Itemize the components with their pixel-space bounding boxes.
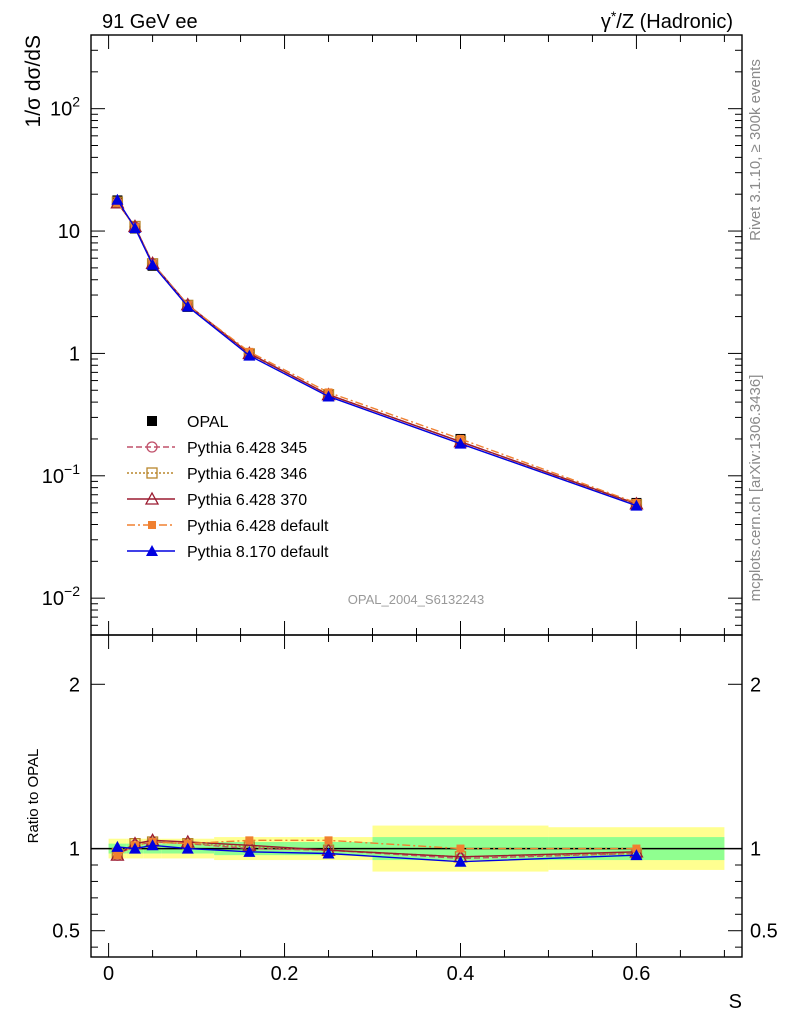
ratio-point	[630, 849, 643, 861]
ratio-y-tick-label: 1	[69, 839, 80, 861]
legend-label: Pythia 6.428 345	[187, 440, 307, 457]
legend-label: Pythia 8.170 default	[187, 544, 329, 561]
legend-marker	[147, 416, 157, 426]
header-left: 91 GeV ee	[102, 11, 198, 33]
ratio-point	[243, 845, 256, 857]
main-y-axis-label: 1/σ dσ/dS	[22, 35, 45, 127]
x-tick-label: 0.4	[447, 963, 475, 985]
data-point	[111, 193, 124, 205]
legend-marker	[146, 467, 158, 479]
main-series	[110, 195, 644, 510]
y-tick-label: 102	[50, 94, 80, 121]
legend-label: Pythia 6.428 346	[187, 466, 307, 483]
ratio-plot: 0.5 0.5 1 1 2 2 0 0.2 0.4 0.6	[52, 634, 778, 985]
legend-marker	[146, 441, 158, 453]
data-point	[128, 221, 141, 233]
legend: OPAL Pythia 6.428 345 Pythia 6.428 346 Pyth…	[127, 414, 329, 561]
x-tick-label: 0.2	[271, 963, 299, 985]
legend-marker	[148, 521, 156, 529]
rivet-label: Rivet 3.1.10, ≥ 300k events	[747, 59, 764, 241]
ratio-frame	[90, 634, 743, 958]
ratio-series	[111, 839, 643, 867]
legend-label: Pythia 6.428 default	[187, 518, 329, 535]
series-line	[116, 201, 637, 506]
ratio-y-tick-label-right: 0.5	[750, 921, 778, 943]
y-tick-label: 1	[69, 343, 80, 365]
ratio-point	[324, 836, 333, 845]
mcplots-label: mcplots.cern.ch [arXiv:1306.3436]	[747, 375, 764, 602]
ratio-point	[113, 851, 122, 860]
main-series	[113, 198, 641, 507]
main-series	[111, 196, 643, 511]
y-tick-label: 10−2	[42, 583, 80, 610]
ratio-point	[322, 847, 335, 859]
ratio-point	[454, 855, 467, 867]
legend-marker	[146, 545, 158, 556]
x-axis-label: S	[729, 991, 742, 1013]
main-plot: 10−2 10−1 1 10 102	[42, 34, 743, 636]
data-point	[454, 437, 467, 449]
series-line	[116, 202, 637, 505]
y-tick-label: 10−1	[42, 461, 80, 488]
legend-label: OPAL	[187, 414, 229, 431]
x-tick-label: 0	[103, 963, 114, 985]
ratio-point	[111, 840, 124, 852]
ratio-y-tick-label-right: 1	[750, 839, 761, 861]
data-point	[181, 300, 194, 312]
main-series	[112, 195, 642, 508]
data-point	[243, 349, 256, 361]
analysis-id: OPAL_2004_S6132243	[348, 592, 484, 607]
series-line	[116, 202, 637, 506]
y-tick-label: 10	[58, 221, 80, 243]
ratio-y-axis-label: Ratio to OPAL	[25, 749, 42, 844]
ratio-y-tick-label-right: 2	[750, 674, 761, 696]
series-line	[116, 199, 637, 507]
ratio-point	[181, 842, 194, 854]
ratio-point	[128, 842, 141, 854]
data-point	[322, 390, 335, 402]
data-point	[146, 258, 159, 270]
ratio-point	[456, 844, 465, 853]
header-right: γ*/Z (Hadronic)	[601, 8, 733, 33]
legend-label: Pythia 6.428 370	[187, 492, 307, 509]
main-series	[111, 196, 643, 511]
ratio-point	[245, 836, 254, 845]
x-tick-label: 0.6	[623, 963, 651, 985]
ratio-point	[632, 844, 641, 853]
main-series	[111, 193, 643, 511]
series-line	[116, 202, 637, 504]
legend-marker	[144, 491, 160, 505]
ratio-y-tick-label: 0.5	[52, 921, 80, 943]
ratio-point	[146, 839, 159, 851]
ratio-y-tick-label: 2	[69, 674, 80, 696]
data-point	[630, 499, 643, 511]
